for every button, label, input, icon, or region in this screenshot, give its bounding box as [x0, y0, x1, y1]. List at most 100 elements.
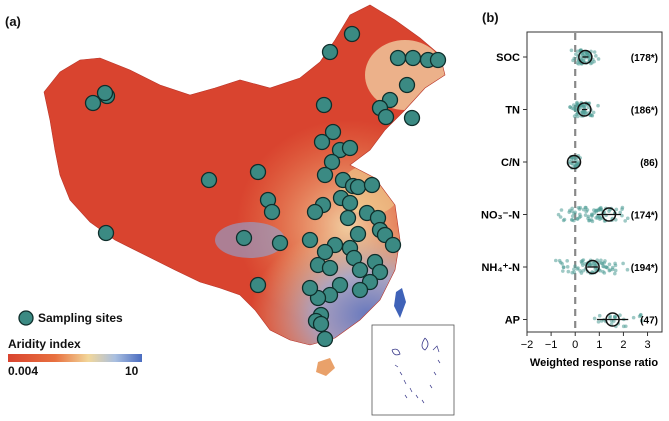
- y-category-label: SOC: [496, 52, 520, 64]
- observation-point: [581, 207, 586, 212]
- observation-point: [589, 113, 594, 118]
- observation-point: [578, 212, 582, 217]
- y-category-label: C/N: [501, 157, 520, 169]
- observation-point: [562, 217, 567, 222]
- observation-point: [553, 258, 558, 263]
- sampling-site-marker: [404, 49, 422, 67]
- observation-point: [621, 261, 625, 266]
- sample-size-label: (47): [640, 316, 658, 327]
- observation-point: [599, 261, 604, 266]
- x-tick-label: −2: [521, 339, 534, 351]
- observation-point: [572, 211, 576, 216]
- aridity-title: Aridity index: [8, 337, 81, 351]
- mean-effect-marker: [577, 102, 592, 117]
- observation-point: [612, 315, 617, 320]
- legend-site-marker: [18, 310, 34, 326]
- observation-point: [571, 103, 576, 107]
- sampling-site-marker: [343, 25, 361, 43]
- x-tick-label: 0: [572, 339, 578, 351]
- sampling-site-marker: [96, 84, 114, 102]
- observation-point: [569, 48, 574, 53]
- sampling-site-marker: [323, 153, 341, 171]
- x-tick-label: 3: [644, 339, 650, 351]
- observation-point: [592, 316, 597, 321]
- sample-size-label: (186*): [631, 106, 658, 117]
- observation-point: [570, 162, 575, 166]
- observation-point: [586, 214, 591, 219]
- sampling-site-marker: [84, 94, 102, 112]
- observation-point: [578, 205, 583, 210]
- observation-point: [601, 269, 605, 274]
- aridity-min-label: 0.004: [8, 364, 39, 378]
- taiwan-island: [394, 288, 406, 318]
- observation-point: [566, 269, 571, 274]
- mean-effect-marker: [566, 154, 582, 170]
- observation-point: [592, 50, 597, 54]
- observation-point: [575, 267, 580, 271]
- observation-point: [574, 52, 578, 56]
- south-china-sea-inset: [371, 324, 455, 416]
- sampling-site-marker: [315, 96, 333, 114]
- sampling-site-marker: [324, 123, 342, 141]
- x-tick-label: 1: [596, 339, 602, 351]
- mean-effect-marker: [605, 312, 620, 327]
- plot-xlabel: Weighted response ratio: [530, 357, 658, 369]
- sampling-site-marker: [316, 243, 334, 261]
- observation-point: [559, 260, 563, 265]
- observation-point: [596, 57, 601, 61]
- sample-size-label: (174*): [631, 211, 658, 222]
- observation-point: [620, 213, 624, 218]
- observation-point: [608, 315, 612, 320]
- observation-point: [591, 110, 596, 115]
- sampling-site-marker: [339, 209, 357, 227]
- sampling-site-marker: [384, 236, 402, 254]
- observation-point: [607, 262, 612, 267]
- observation-point: [581, 258, 586, 262]
- observation-point: [639, 318, 644, 323]
- mean-effect-marker: [601, 207, 617, 222]
- observation-point: [604, 265, 608, 270]
- mean-effect-marker: [585, 259, 600, 275]
- sampling-site-marker: [389, 49, 407, 67]
- observation-point: [613, 271, 617, 276]
- observation-point: [613, 218, 618, 222]
- sampling-site-marker: [371, 263, 389, 281]
- observation-point: [573, 107, 578, 112]
- observation-point: [567, 210, 572, 214]
- observation-point: [593, 267, 598, 271]
- observation-point: [592, 59, 596, 64]
- observation-point: [570, 206, 574, 211]
- observation-point: [573, 264, 577, 268]
- observation-point: [583, 213, 588, 217]
- sampling-site-marker: [321, 43, 339, 61]
- hainan-island: [316, 358, 335, 376]
- observation-point: [570, 270, 575, 275]
- observation-point: [637, 314, 642, 319]
- observation-point: [581, 268, 586, 273]
- observation-point: [596, 103, 600, 108]
- y-category-label: TN: [505, 105, 520, 117]
- observation-point: [584, 209, 589, 214]
- observation-point: [565, 265, 570, 269]
- observation-point: [558, 215, 563, 219]
- plot-frame: [526, 31, 663, 333]
- sample-size-label: (86): [640, 158, 658, 169]
- response-ratio-plot: −2 −1 0 1 2 3 SOC (178*) TN (186*) C/N (86) NO₃⁻-N (1…: [481, 31, 663, 369]
- observation-point: [559, 208, 564, 212]
- aridity-max-label: 10: [125, 364, 139, 378]
- sampling-site-marker: [249, 163, 267, 181]
- observation-point: [598, 206, 603, 211]
- observation-point: [570, 214, 575, 218]
- sample-size-label: (178*): [631, 53, 658, 64]
- sampling-site-marker: [351, 281, 369, 299]
- sampling-site-marker: [301, 279, 319, 297]
- sampling-site-marker: [316, 330, 334, 348]
- sample-size-label: (194*): [631, 263, 658, 274]
- china-aridity-map: [8, 4, 455, 416]
- panel-a-label: (a): [5, 14, 21, 29]
- observation-point: [597, 313, 602, 318]
- observation-point: [609, 322, 614, 326]
- sampling-site-marker: [341, 194, 359, 212]
- observation-point: [620, 205, 625, 210]
- y-category-label: NH₄⁺-N: [481, 262, 520, 274]
